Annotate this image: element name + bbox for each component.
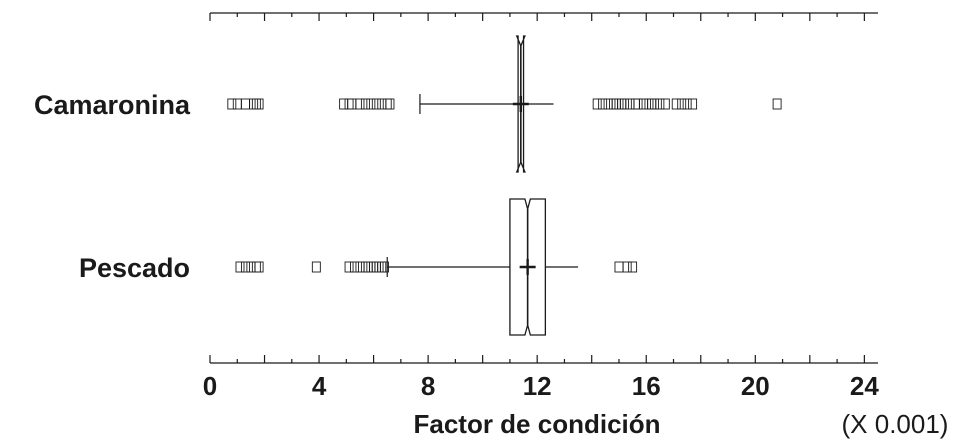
outlier-point (254, 261, 264, 273)
outlier-point (347, 98, 357, 110)
outlier-point (235, 261, 245, 273)
outlier-point (240, 98, 250, 110)
outlier-point (232, 98, 242, 110)
x-tick-label: 16 (632, 371, 661, 401)
outlier-point (246, 261, 256, 273)
notch-box (509, 198, 547, 336)
x-tick-labels: 0 4 8 12 16 20 24 (203, 371, 880, 401)
outlier-point (360, 261, 370, 273)
outlier-point (639, 98, 648, 110)
outlier-point (617, 98, 627, 110)
category-label: Pescado (79, 253, 190, 283)
box-group (235, 198, 638, 336)
outlier-point (649, 98, 659, 110)
outlier-point (344, 261, 354, 273)
outlier-point (603, 98, 613, 110)
notch-box (515, 35, 526, 173)
outlier-point (311, 261, 321, 273)
outlier-point (622, 261, 632, 273)
outlier-point (366, 261, 376, 273)
x-tick-label: 20 (741, 371, 770, 401)
x-tick-label: 8 (421, 371, 435, 401)
outlier-point (609, 98, 618, 110)
outlier-point (377, 261, 387, 273)
outlier-point (240, 261, 250, 273)
outlier-point (339, 98, 349, 110)
outlier-point (614, 98, 624, 110)
outlier-point (355, 98, 365, 110)
outlier-point (647, 98, 657, 110)
outlier-point (350, 261, 359, 273)
outlier-point (227, 98, 237, 110)
outlier-point (374, 261, 384, 273)
outlier-point (251, 261, 261, 273)
x-tick-label: 0 (203, 371, 217, 401)
outlier-point (628, 261, 638, 273)
outlier-point (630, 98, 640, 110)
plot-frame (210, 12, 878, 364)
x-tick-label: 12 (523, 371, 552, 401)
outlier-point (688, 98, 698, 110)
outlier-point (377, 98, 387, 110)
outlier-point (355, 261, 365, 273)
outlier-point (249, 98, 259, 110)
outlier-point (382, 98, 392, 110)
outlier-point (660, 98, 670, 110)
outlier-point (677, 98, 687, 110)
outlier-point (655, 98, 665, 110)
outlier-point (371, 98, 381, 110)
outlier-point (598, 98, 608, 110)
outlier-point (380, 261, 389, 273)
outlier-point (772, 98, 782, 110)
x-axis-title: Factor de condición (413, 409, 660, 439)
category-label: Camaronina (34, 90, 191, 120)
outlier-point (366, 98, 376, 110)
outlier-point (369, 261, 379, 273)
outlier-point (371, 261, 381, 273)
outlier-point (619, 98, 629, 110)
outlier-point (614, 261, 624, 273)
outlier-point (385, 98, 395, 110)
x-tick-label: 24 (850, 371, 879, 401)
category-labels: Camaronina Pescado (34, 90, 191, 283)
outlier-point (592, 98, 602, 110)
top-axis-ticks (209, 13, 865, 21)
outlier-point (254, 98, 264, 110)
box-group (227, 35, 782, 173)
x-tick-label: 4 (312, 371, 327, 401)
outlier-point (363, 261, 373, 273)
outlier-point (344, 98, 354, 110)
outlier-point (611, 98, 621, 110)
outlier-point (625, 98, 635, 110)
outlier-point (671, 98, 681, 110)
bottom-axis-ticks (209, 355, 865, 363)
outlier-point (633, 98, 643, 110)
outlier-point (251, 98, 261, 110)
outlier-point (644, 98, 654, 110)
x-scale-note: (X 0.001) (842, 409, 949, 439)
box-series (227, 35, 782, 336)
outlier-point (360, 98, 370, 110)
outlier-point (682, 98, 692, 110)
